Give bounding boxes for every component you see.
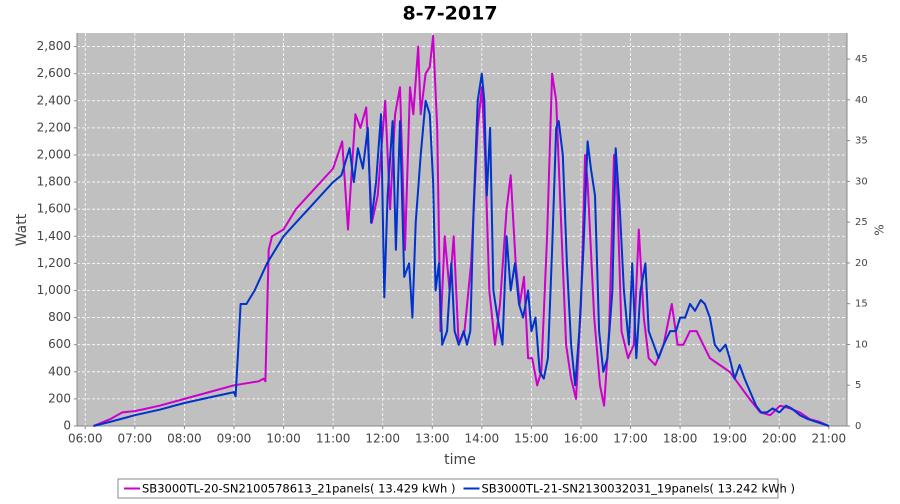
y2-tick-label: 25 (855, 217, 868, 228)
x-tick-label: 16:00 (564, 432, 599, 446)
y2-tick-label: 30 (855, 176, 868, 187)
x-tick-label: 19:00 (712, 432, 747, 446)
y-tick-label: 0 (63, 419, 71, 433)
x-tick-label: 12:00 (365, 432, 400, 446)
y2-tick-label: 20 (855, 258, 868, 269)
y-tick-label: 1,600 (37, 202, 71, 216)
y-tick-label: 2,800 (37, 39, 71, 53)
x-tick-label: 06:00 (68, 432, 103, 446)
legend-label: SB3000TL-21-SN2130032031_19panels( 13.24… (481, 482, 794, 496)
y-tick-label: 200 (48, 391, 71, 405)
y-tick-label: 1,200 (37, 256, 71, 270)
legend (117, 478, 779, 499)
y2-tick-label: 10 (855, 339, 868, 350)
y2-axis-label: % (873, 224, 887, 235)
series-line (93, 34, 830, 427)
x-tick-label: 15:00 (514, 432, 549, 446)
series-line (93, 72, 830, 427)
y2-tick-label: 15 (855, 299, 868, 310)
x-tick-label: 18:00 (663, 432, 698, 446)
x-tick-label: 14:00 (465, 432, 500, 446)
x-tick-label: 07:00 (118, 432, 153, 446)
x-tick-label: 08:00 (167, 432, 202, 446)
x-axis-label: time (444, 452, 476, 468)
y-tick-label: 1,000 (37, 283, 71, 297)
y-tick-label: 2,000 (37, 147, 71, 161)
x-tick-label: 11:00 (316, 432, 351, 446)
y-axis-label: Watt (14, 213, 30, 246)
legend-label: SB3000TL-20-SN2100578613_21panels( 13.42… (142, 482, 455, 496)
y-tick-label: 600 (48, 337, 71, 351)
y2-tick-label: 35 (855, 136, 868, 147)
x-tick-label: 17:00 (613, 432, 648, 446)
y2-tick-label: 5 (855, 380, 861, 391)
chart-title: 8-7-2017 (402, 3, 497, 25)
y-tick-label: 2,200 (37, 120, 71, 134)
y-tick-label: 400 (48, 364, 71, 378)
x-tick-label: 10:00 (266, 432, 301, 446)
x-tick-label: 20:00 (762, 432, 797, 446)
y-tick-label: 1,400 (37, 229, 71, 243)
y-tick-label: 2,400 (37, 93, 71, 107)
y2-tick-label: 45 (855, 54, 868, 65)
y2-tick-label: 0 (855, 421, 861, 432)
x-tick-label: 21:00 (812, 432, 847, 446)
y-tick-label: 1,800 (37, 175, 71, 189)
y2-tick-label: 40 (855, 95, 868, 106)
x-tick-label: 09:00 (217, 432, 252, 446)
x-tick-label: 13:00 (415, 432, 450, 446)
plot-area (77, 33, 847, 426)
y-tick-label: 800 (48, 310, 71, 324)
y-tick-label: 2,600 (37, 66, 71, 80)
